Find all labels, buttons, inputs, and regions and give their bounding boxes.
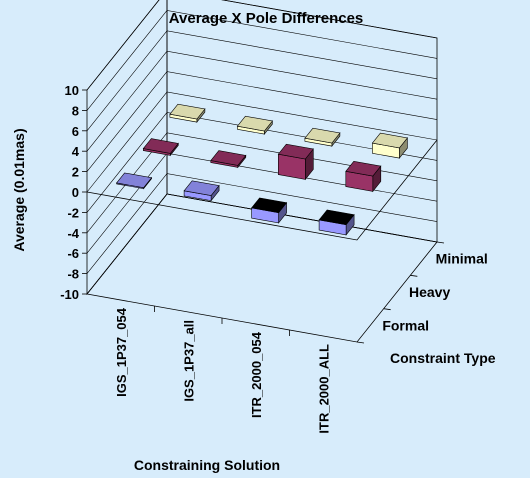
x-tick-label: IGS_1P37_054 bbox=[114, 307, 129, 397]
x-axis-label: Constraining Solution bbox=[134, 457, 280, 473]
bar-heavy bbox=[142, 138, 179, 157]
bar-top-face bbox=[251, 197, 288, 214]
bar-top-face bbox=[236, 115, 273, 132]
bar-formal bbox=[116, 172, 153, 190]
y-tick-label: -10 bbox=[60, 287, 79, 302]
depth-tick bbox=[356, 341, 365, 344]
grid-line bbox=[86, 112, 438, 213]
bar-top-face bbox=[318, 209, 355, 226]
bar-top-face bbox=[345, 160, 382, 177]
depth-tick bbox=[410, 274, 418, 277]
grid-line bbox=[86, 91, 438, 193]
grid-line bbox=[86, 10, 438, 111]
bar-minimal bbox=[304, 127, 341, 147]
bar-top-face bbox=[183, 180, 220, 196]
y-tick-label: -2 bbox=[67, 205, 79, 220]
y-tick-label: 4 bbox=[72, 144, 80, 159]
chart-marks bbox=[116, 103, 408, 236]
x-tick-label: ITR_2000_054 bbox=[249, 331, 264, 418]
y-tick-label: 2 bbox=[72, 165, 79, 180]
series-label: Formal bbox=[382, 317, 429, 333]
bar-formal bbox=[251, 197, 288, 224]
chart-title: Average X Pole Differences bbox=[169, 10, 364, 27]
bar-heavy bbox=[210, 150, 247, 169]
bar-minimal bbox=[169, 103, 206, 123]
bar-top-face bbox=[142, 138, 179, 154]
y-tick-label: 0 bbox=[72, 185, 79, 200]
x-tick-label: ITR_2000_ALL bbox=[316, 344, 331, 434]
depth-tick bbox=[436, 241, 445, 244]
grid-line bbox=[86, 173, 438, 274]
x-tick-label: IGS_1P37_all bbox=[181, 320, 196, 402]
y-tick-label: -4 bbox=[67, 226, 79, 241]
series-label: Heavy bbox=[409, 284, 450, 300]
bar-formal bbox=[318, 209, 355, 236]
bar-formal bbox=[183, 180, 220, 202]
grid-line bbox=[86, 71, 438, 172]
bar-top-face bbox=[304, 127, 341, 144]
y-tick-label: 6 bbox=[72, 124, 79, 139]
bar-heavy bbox=[345, 160, 382, 193]
y-axis-label: Average (0.01mas) bbox=[11, 128, 27, 251]
y-tick-label: 10 bbox=[65, 83, 79, 98]
bar-top-face bbox=[116, 172, 153, 189]
bar-minimal bbox=[371, 132, 408, 159]
zero-plane-edge bbox=[86, 139, 438, 241]
grid-line bbox=[86, 0, 438, 91]
bar-heavy bbox=[277, 143, 314, 181]
grid-line bbox=[86, 50, 438, 152]
y-tick-label: -6 bbox=[67, 246, 79, 261]
bar-top-face bbox=[277, 143, 314, 160]
bar-top-face bbox=[169, 103, 206, 120]
bar-minimal bbox=[236, 115, 273, 135]
bar-top-face bbox=[371, 132, 408, 149]
depth-axis-label: Constraint Type bbox=[390, 350, 496, 366]
series-label: Minimal bbox=[436, 251, 488, 267]
grid-line bbox=[86, 30, 438, 131]
back-wall bbox=[166, 0, 438, 243]
grid-line bbox=[86, 132, 438, 233]
y-tick-label: 8 bbox=[72, 103, 79, 118]
bar-top-face bbox=[210, 150, 247, 166]
depth-tick bbox=[383, 308, 391, 311]
y-tick-label: -8 bbox=[67, 267, 79, 282]
